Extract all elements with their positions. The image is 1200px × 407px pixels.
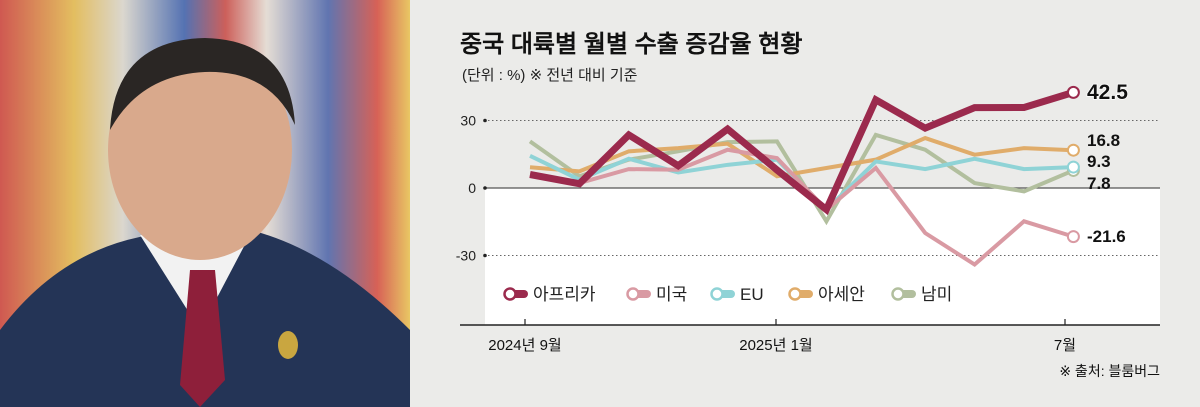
y-tick-dot [483, 118, 487, 123]
series-end-label: 16.8 [1087, 131, 1120, 150]
portrait-illustration [0, 0, 410, 407]
legend-marker [503, 287, 517, 301]
series-line-0 [529, 89, 1075, 216]
source-note: ※ 출처: 블룸버그 [1059, 363, 1160, 379]
series-end-label: 42.5 [1087, 81, 1128, 104]
legend-marker [626, 287, 640, 301]
legend-item: 남미 [891, 285, 952, 304]
legend-label: 남미 [921, 285, 952, 304]
x-tick-label: 2025년 1월 [739, 337, 812, 354]
y-tick-label: 0 [468, 180, 476, 196]
legend-label: 아프리카 [533, 285, 596, 304]
legend-label: 아세안 [818, 285, 865, 304]
news-photo [0, 0, 410, 407]
legend-item: 미국 [626, 285, 687, 304]
y-tick-dot [483, 186, 487, 190]
hair [110, 38, 295, 130]
series-line-1 [529, 147, 1074, 267]
legend-item: 아프리카 [503, 285, 596, 304]
series-end-label: 9.3 [1087, 152, 1111, 171]
face [108, 40, 292, 260]
legend-label: 미국 [656, 285, 687, 304]
series-end-marker [1066, 85, 1080, 99]
y-tick-label: 30 [460, 113, 476, 129]
y-tick-dot [483, 253, 487, 258]
legend-item: EU [710, 285, 764, 304]
legend-label: EU [740, 285, 764, 304]
chart-subtitle: (단위 : %) ※ 전년 대비 기준 [462, 67, 638, 84]
series-end-label: 7.8 [1087, 174, 1111, 193]
series-line-3 [529, 135, 1074, 179]
legend-item: 아세안 [788, 285, 865, 304]
x-tick-label: 2024년 9월 [488, 337, 561, 354]
legend-marker [788, 287, 802, 301]
series-end-marker [1066, 160, 1080, 174]
legend-marker [891, 287, 905, 301]
legend-marker [710, 287, 724, 301]
series-end-label: -21.6 [1087, 227, 1126, 246]
series-end-marker [1066, 143, 1080, 157]
chart-title: 중국 대륙별 월별 수출 증감율 현황 [460, 31, 802, 58]
series-end-marker [1066, 230, 1080, 244]
x-tick-label: 7월 [1054, 337, 1076, 354]
y-tick-label: -30 [456, 248, 476, 264]
lapel-pin [278, 331, 298, 359]
tie [180, 270, 225, 407]
